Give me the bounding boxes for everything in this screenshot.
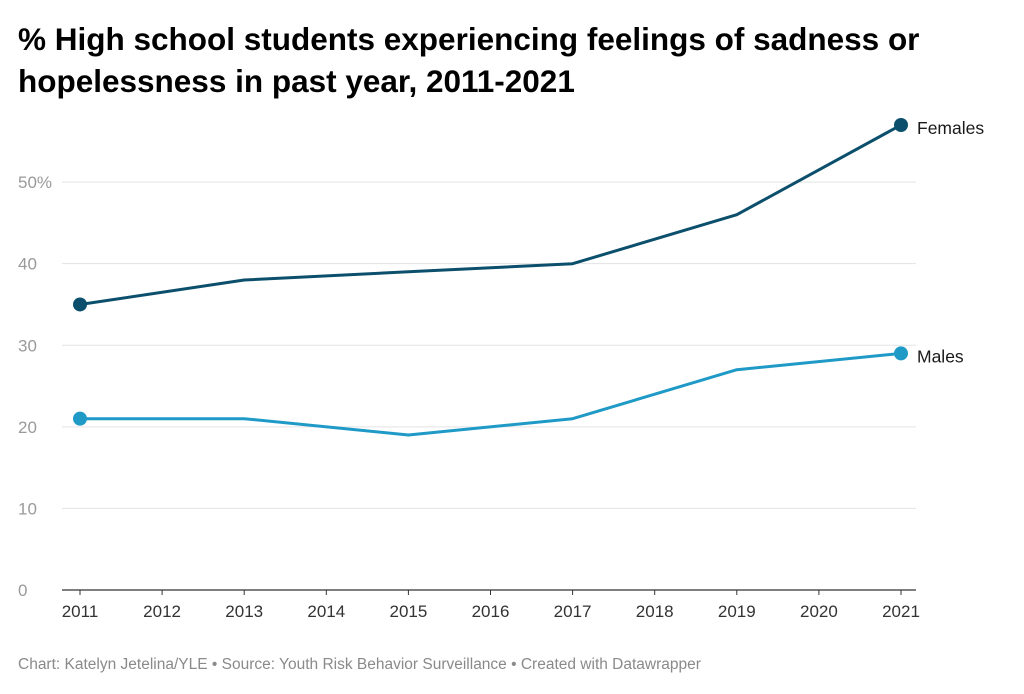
series-labels: Females Males xyxy=(917,118,984,366)
y-tick-label-40: 40 xyxy=(18,255,37,274)
chart-footer: Chart: Katelyn Jetelina/YLE • Source: Yo… xyxy=(18,656,701,673)
x-tick-label-2011: 2011 xyxy=(62,602,99,621)
series-end-points xyxy=(73,118,908,426)
footer-source: Source: Youth Risk Behavior Surveillance xyxy=(221,656,507,673)
data-point-females-2021 xyxy=(894,118,908,132)
chart-title: % High school students experiencing feel… xyxy=(18,21,920,99)
x-tick-label-2013: 2013 xyxy=(225,602,263,621)
x-tick-label-2021: 2021 xyxy=(882,602,920,621)
series-line-males xyxy=(78,351,903,437)
grid-lines xyxy=(62,181,916,591)
x-tick-label-2015: 2015 xyxy=(389,602,427,621)
y-tick-label-30: 30 xyxy=(18,336,37,355)
series-lines xyxy=(78,123,903,437)
x-tick-label-2020: 2020 xyxy=(800,602,838,621)
data-point-females-2011 xyxy=(73,297,87,312)
x-tick-label-2012: 2012 xyxy=(143,602,181,621)
x-axis: 2011 2012 2013 2014 2015 2016 2017 2018 2019 2020… xyxy=(62,590,920,621)
y-tick-label-0: 0 xyxy=(18,581,27,600)
y-tick-label-50: 50% xyxy=(18,173,52,192)
x-tick-label-2019: 2019 xyxy=(718,602,756,621)
series-line-females xyxy=(78,123,903,306)
x-tick-label-2017: 2017 xyxy=(554,602,592,621)
footer-credit: Chart: Katelyn Jetelina/YLE xyxy=(18,656,208,673)
x-tick-label-2018: 2018 xyxy=(636,602,674,621)
x-tick-label-2016: 2016 xyxy=(472,602,510,621)
y-tick-label-10: 10 xyxy=(18,499,37,518)
data-point-males-2021 xyxy=(894,346,908,361)
series-label-females: Females xyxy=(917,118,984,138)
footer-created-with: Created with Datawrapper xyxy=(520,656,701,673)
series-label-males: Males xyxy=(917,346,964,366)
y-tick-label-20: 20 xyxy=(18,418,37,437)
x-tick-label-2014: 2014 xyxy=(307,602,345,621)
data-point-males-2011 xyxy=(73,411,87,426)
y-axis: 0 10 20 30 40 50% xyxy=(18,173,52,600)
